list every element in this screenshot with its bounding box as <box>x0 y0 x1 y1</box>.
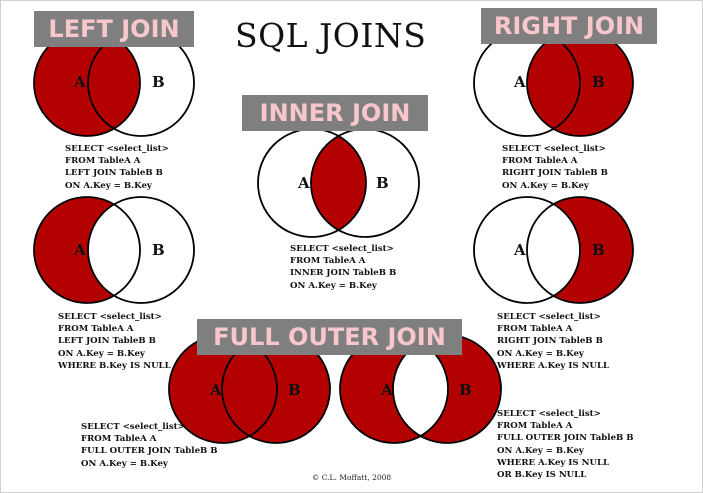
left-join-set-a-label: A <box>73 73 86 91</box>
right-join-set-b-label: B <box>592 73 605 91</box>
right-join-null-set-b-label: B <box>592 241 605 259</box>
inner-join-set-a-label: A <box>297 174 310 192</box>
left-join-null-query: SELECT <select_list> FROM TableA A LEFT … <box>58 312 171 371</box>
full-outer-join-null-set-a-label: A <box>380 381 393 399</box>
left-join-null-circle-a <box>33 196 141 304</box>
right-join-null-query: SELECT <select_list> FROM TableA A RIGHT… <box>497 312 610 371</box>
right-join-label: RIGHT JOIN <box>481 8 657 44</box>
left-join-null-set-a-label: A <box>73 241 86 259</box>
full-outer-join-null-query: SELECT <select_list> FROM TableA A FULL … <box>497 409 634 481</box>
left-join-label: LEFT JOIN <box>34 11 194 47</box>
right-join-null-circle-a <box>473 196 581 304</box>
left-join-null-set-b-label: B <box>152 241 165 259</box>
full-outer-join-label: FULL OUTER JOIN <box>197 319 462 355</box>
page-title: SQL JOINS <box>235 16 427 55</box>
right-join-query: SELECT <select_list> FROM TableA A RIGHT… <box>502 144 608 191</box>
left-join-null-circle-b <box>87 196 195 304</box>
full-outer-join-null-set-b-label: B <box>459 381 472 399</box>
full-outer-join-query: SELECT <select_list> FROM TableA A FULL … <box>81 422 218 469</box>
full-outer-join-set-b-label: B <box>288 381 301 399</box>
left-join-query: SELECT <select_list> FROM TableA A LEFT … <box>65 144 169 191</box>
right-join-null-set-a-label: A <box>513 241 526 259</box>
copyright: © C.L. Moffatt, 2008 <box>311 473 392 482</box>
full-outer-join-set-a-label: A <box>209 381 222 399</box>
inner-join-set-b-label: B <box>376 174 389 192</box>
left-join-set-b-label: B <box>152 73 165 91</box>
right-join-null-circle-b <box>526 196 634 304</box>
right-join-set-a-label: A <box>513 73 526 91</box>
inner-join-label: INNER JOIN <box>242 95 428 131</box>
inner-join-query: SELECT <select_list> FROM TableA A INNER… <box>290 244 397 291</box>
